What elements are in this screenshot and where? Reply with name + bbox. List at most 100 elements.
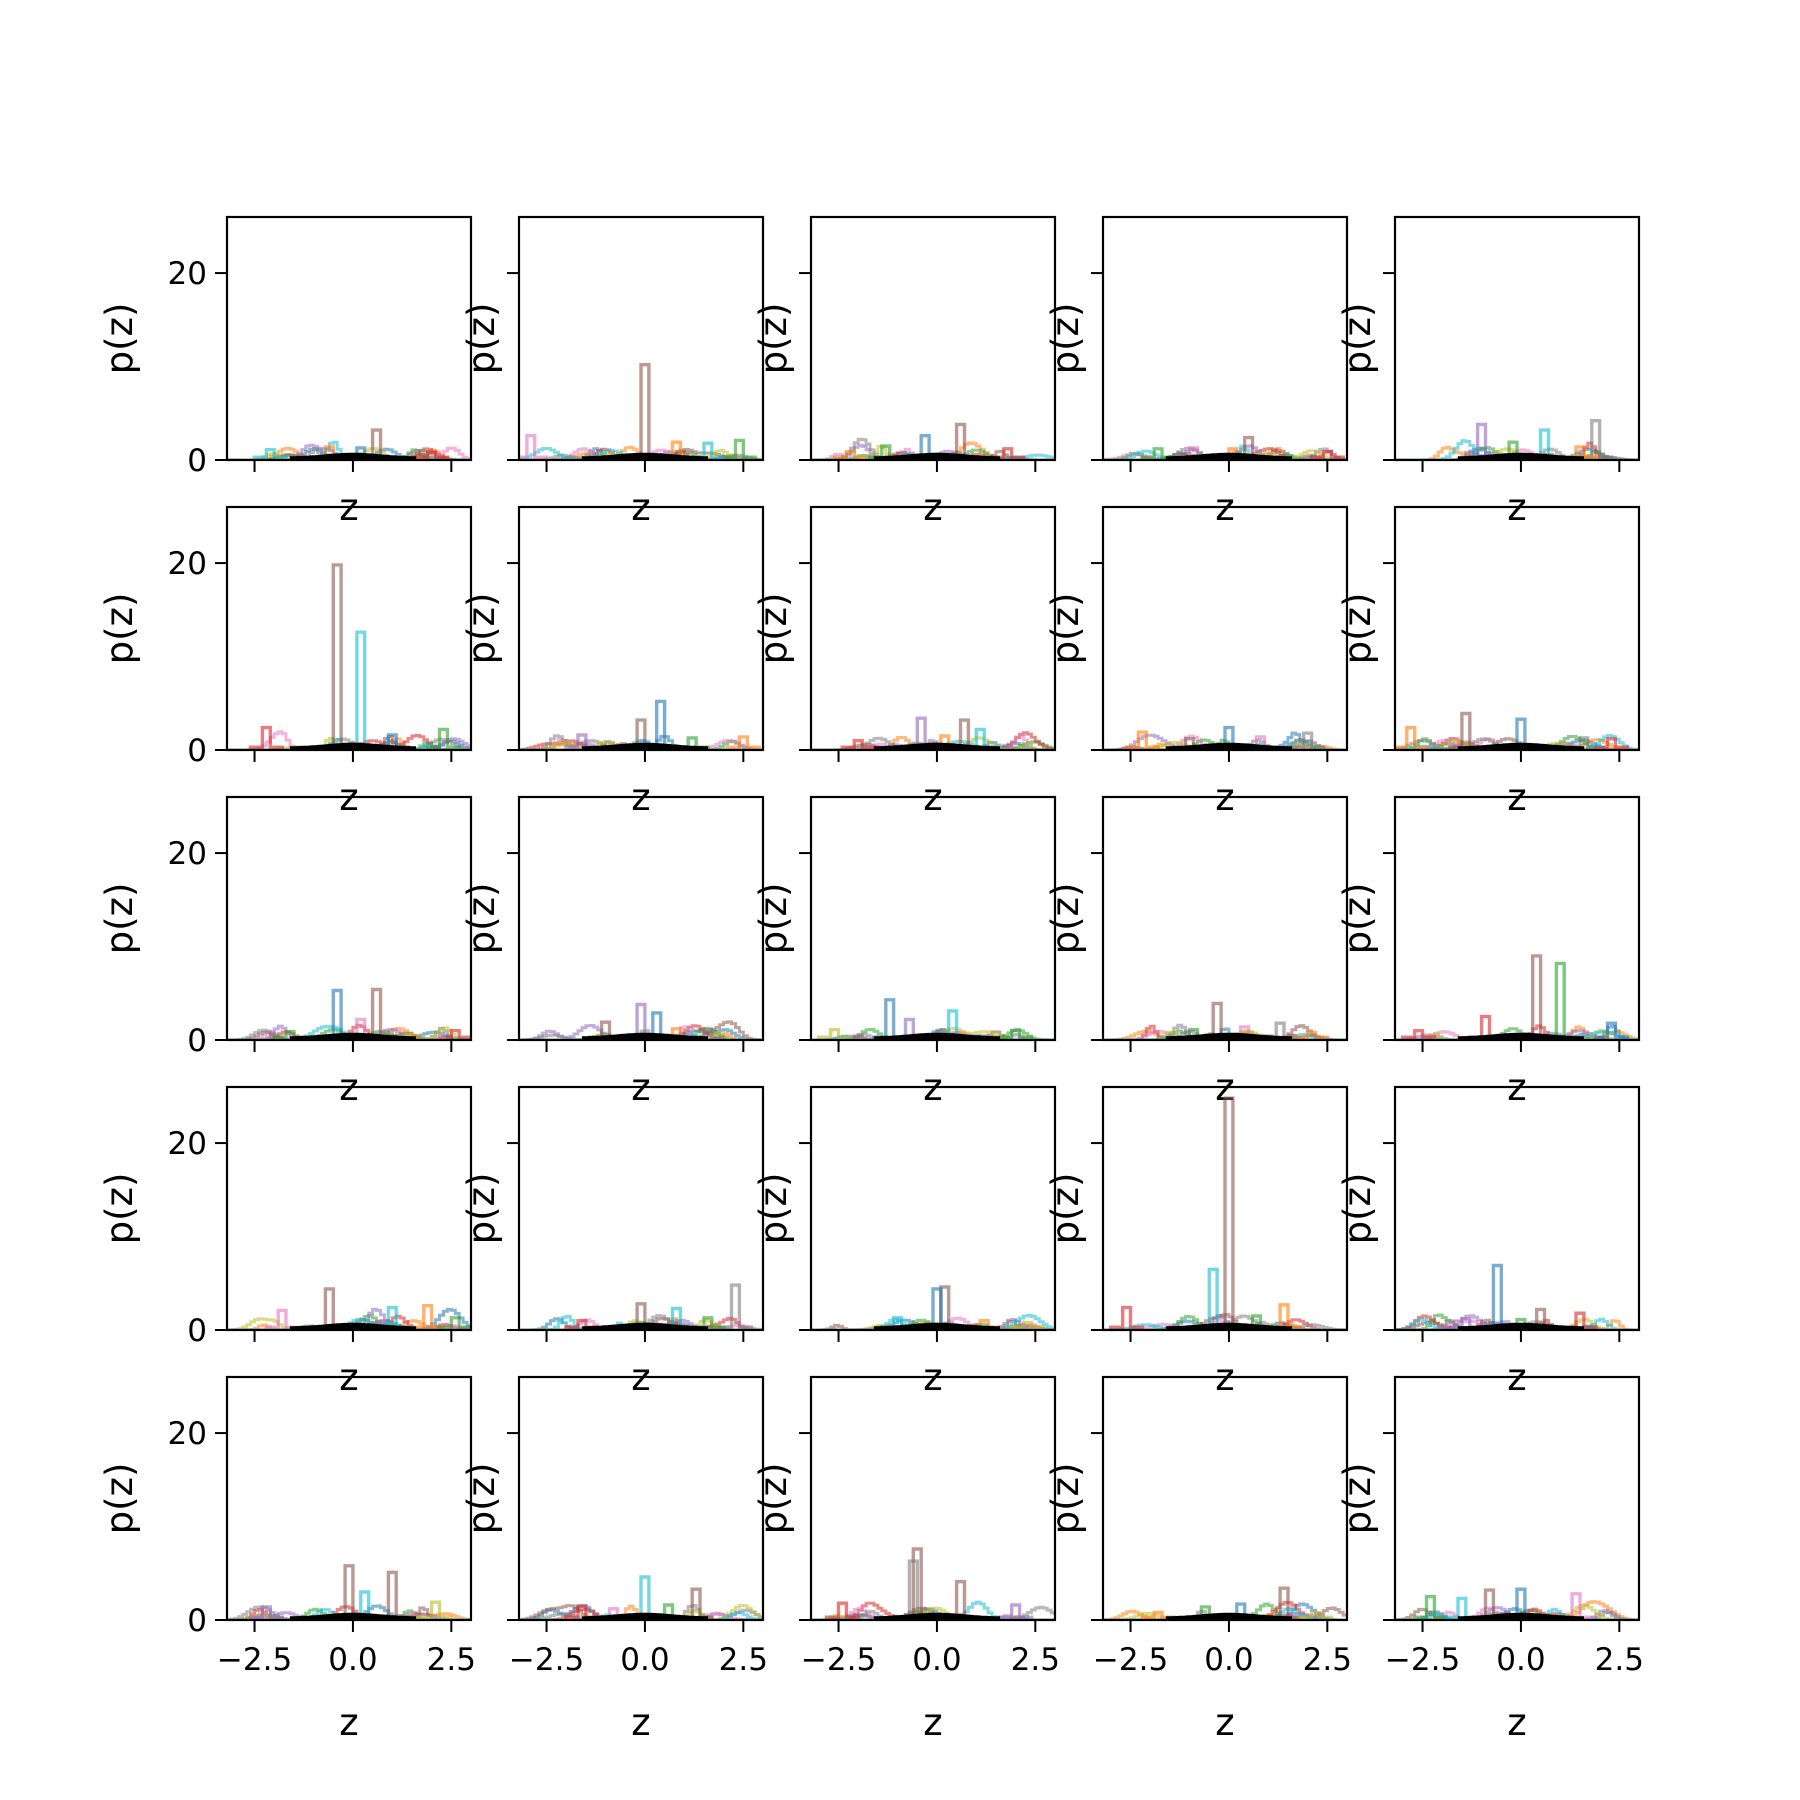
y-tick-label: 20 xyxy=(168,546,207,582)
peak-series-3 xyxy=(990,447,1026,459)
x-tick-label: 0.0 xyxy=(328,1642,377,1678)
x-axis-label: z xyxy=(1215,1701,1234,1744)
peak-series-4 xyxy=(1108,1305,1145,1329)
y-tick-label: 20 xyxy=(168,836,207,872)
noise-series-8 xyxy=(1103,1314,1347,1330)
x-axis-label: z xyxy=(339,1701,358,1744)
axes-frame xyxy=(1393,795,1641,1042)
subplot-1-4: zp(z) xyxy=(1044,215,1349,529)
peak-series-4 xyxy=(997,1029,1034,1039)
plot-area xyxy=(1103,1096,1347,1330)
subplot-2-2: zp(z) xyxy=(460,505,765,819)
noise-series-10 xyxy=(519,1611,763,1620)
subplot-2-4: zp(z) xyxy=(1044,505,1349,819)
x-tick-label: −2.5 xyxy=(1385,1642,1460,1678)
y-axis-label: p(z) xyxy=(98,303,141,375)
noise-series-10 xyxy=(227,440,471,460)
y-axis-label: p(z) xyxy=(98,1463,141,1535)
peak-series-4 xyxy=(1593,737,1630,749)
plot-area xyxy=(227,987,471,1040)
plot-area xyxy=(1103,1586,1347,1620)
noise-series-9 xyxy=(227,1317,471,1330)
y-axis-label: p(z) xyxy=(1336,593,1379,665)
subplot-5-1: 0 20 −2.5 0.0 2.5 z p(z) xyxy=(98,1375,476,1744)
y-axis-label: p(z) xyxy=(460,1463,503,1535)
noise-series-10 xyxy=(519,447,763,460)
peak-series-5 xyxy=(1400,1029,1437,1039)
subplot-4-3: zp(z) xyxy=(752,1085,1057,1399)
peak-series-3 xyxy=(725,735,761,749)
reference-density-line xyxy=(873,452,1001,460)
peak-series-5 xyxy=(1009,1320,1046,1329)
reference-density-line xyxy=(581,452,709,460)
axes-frame xyxy=(517,505,765,752)
peak-series-5 xyxy=(1140,1610,1176,1619)
plot-area xyxy=(811,998,1055,1040)
plot-area xyxy=(227,428,471,460)
noise-series-9 xyxy=(1395,1603,1639,1620)
subplot-3-5: zp(z) xyxy=(1336,795,1641,1109)
subplot-1-3: zp(z) xyxy=(752,215,1057,529)
y-tick-label: 20 xyxy=(168,256,207,292)
subplot-2-5: zp(z) xyxy=(1336,505,1641,819)
noise-series-2 xyxy=(519,1032,763,1040)
plot-area xyxy=(227,563,471,750)
x-tick-label: 2.5 xyxy=(1303,1642,1352,1678)
plot-area xyxy=(519,1002,763,1040)
x-axis-label: z xyxy=(631,1701,650,1744)
axes-frame xyxy=(1101,1085,1349,1332)
peak-series-5 xyxy=(1293,1030,1330,1039)
axes-frame xyxy=(1393,1375,1641,1622)
noise-series-9 xyxy=(519,1031,763,1040)
plot-area xyxy=(1395,1263,1639,1330)
noise-series-7 xyxy=(519,738,763,750)
plot-area xyxy=(1103,435,1347,460)
axes-frame xyxy=(809,215,1057,462)
x-tick-label: −2.5 xyxy=(1093,1642,1168,1678)
noise-series-10 xyxy=(519,1314,763,1330)
x-tick-label: 2.5 xyxy=(1595,1642,1644,1678)
noise-series-1 xyxy=(227,1307,471,1330)
subplot-1-2: zp(z) xyxy=(460,215,765,529)
reference-density-line xyxy=(1457,452,1585,460)
axes-frame xyxy=(1101,1375,1349,1622)
plot-area xyxy=(1395,711,1639,750)
subplot-5-3: −2.5 0.0 2.5 z p(z) xyxy=(752,1375,1060,1744)
y-axis-label: p(z) xyxy=(1336,883,1379,955)
noise-series-4 xyxy=(811,731,1055,750)
peak-series-2 xyxy=(1309,449,1345,459)
noise-series-8 xyxy=(519,1029,763,1040)
axes-frame xyxy=(809,1375,1057,1622)
peak-series-3 xyxy=(1395,725,1429,749)
reference-density-line xyxy=(1165,452,1293,460)
peak-series-2 xyxy=(374,1570,410,1619)
x-tick-label: −2.5 xyxy=(801,1642,876,1678)
noise-series-4 xyxy=(519,1316,763,1330)
subplot-5-5: −2.5 0.0 2.5 z p(z) xyxy=(1336,1375,1644,1744)
peak-series-1 xyxy=(311,1287,347,1329)
noise-series-6 xyxy=(1103,1313,1347,1330)
peak-series-3 xyxy=(413,450,450,459)
noise-series-8 xyxy=(519,1314,763,1330)
noise-series-2 xyxy=(227,1612,471,1620)
y-axis-label: p(z) xyxy=(98,1173,141,1245)
y-tick-label: 0 xyxy=(187,733,207,769)
noise-series-9 xyxy=(519,449,763,460)
peak-series-1 xyxy=(319,563,355,749)
peak-series-3 xyxy=(1124,730,1161,749)
x-tick-label: 2.5 xyxy=(427,1642,476,1678)
y-axis-label: p(z) xyxy=(752,1173,795,1245)
x-axis-label: z xyxy=(923,1701,942,1744)
peak-series-1 xyxy=(1479,1263,1515,1329)
y-axis-label: p(z) xyxy=(752,883,795,955)
axes-frame xyxy=(1393,1085,1641,1332)
y-tick-label: 20 xyxy=(168,1416,207,1452)
subplot-1-5: zp(z) xyxy=(1336,215,1641,529)
noise-series-10 xyxy=(1395,1317,1639,1330)
peak-series-4 xyxy=(840,739,876,749)
peak-series-5 xyxy=(997,1603,1034,1619)
peak-series-4 xyxy=(1297,1610,1334,1619)
